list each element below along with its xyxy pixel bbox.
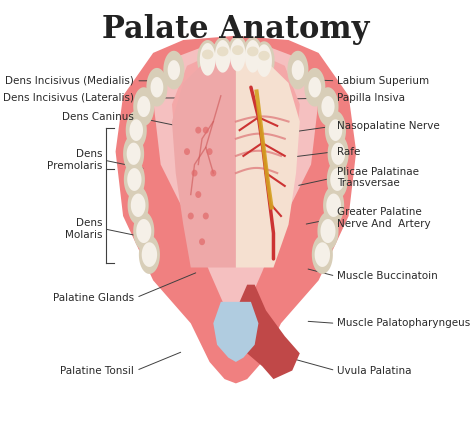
Polygon shape bbox=[151, 77, 164, 98]
Polygon shape bbox=[127, 168, 142, 191]
Text: Papilla Insiva: Papilla Insiva bbox=[337, 93, 405, 103]
Text: Dens Incisivus (Lateralis): Dens Incisivus (Lateralis) bbox=[3, 93, 134, 103]
Polygon shape bbox=[172, 57, 236, 267]
Polygon shape bbox=[184, 148, 190, 155]
Polygon shape bbox=[329, 119, 342, 141]
Polygon shape bbox=[328, 134, 349, 173]
Polygon shape bbox=[207, 148, 212, 155]
Polygon shape bbox=[203, 213, 209, 219]
Polygon shape bbox=[227, 36, 248, 74]
Text: Rafe: Rafe bbox=[337, 146, 361, 157]
Polygon shape bbox=[153, 44, 319, 332]
Text: Palatine Glands: Palatine Glands bbox=[53, 292, 134, 302]
Polygon shape bbox=[236, 285, 300, 379]
Text: Greater Palatine
Nerve And  Artery: Greater Palatine Nerve And Artery bbox=[337, 207, 431, 229]
Text: Palate Anatomy: Palate Anatomy bbox=[102, 14, 370, 45]
Polygon shape bbox=[213, 302, 258, 362]
Polygon shape bbox=[320, 219, 336, 243]
Polygon shape bbox=[212, 37, 233, 76]
Polygon shape bbox=[136, 219, 151, 243]
Polygon shape bbox=[236, 57, 300, 267]
Polygon shape bbox=[146, 68, 167, 107]
Polygon shape bbox=[133, 212, 155, 250]
Polygon shape bbox=[215, 40, 230, 73]
Polygon shape bbox=[202, 50, 213, 59]
Polygon shape bbox=[292, 60, 304, 80]
Polygon shape bbox=[199, 238, 205, 245]
Polygon shape bbox=[116, 36, 356, 383]
Polygon shape bbox=[131, 194, 146, 217]
Polygon shape bbox=[256, 44, 272, 77]
Polygon shape bbox=[318, 212, 338, 250]
Polygon shape bbox=[195, 127, 201, 133]
Text: Dens Caninus: Dens Caninus bbox=[63, 112, 134, 122]
Polygon shape bbox=[242, 37, 264, 76]
Polygon shape bbox=[287, 51, 309, 89]
Text: Muscle Buccinatoin: Muscle Buccinatoin bbox=[337, 271, 438, 281]
Polygon shape bbox=[232, 45, 244, 55]
Polygon shape bbox=[210, 170, 216, 177]
Polygon shape bbox=[188, 213, 194, 219]
Text: Plicae Palatinae
Transversae: Plicae Palatinae Transversae bbox=[337, 167, 419, 188]
Polygon shape bbox=[217, 47, 228, 56]
Polygon shape bbox=[127, 143, 141, 165]
Text: Nasopalatine Nerve: Nasopalatine Nerve bbox=[337, 121, 440, 131]
Polygon shape bbox=[197, 40, 218, 79]
Polygon shape bbox=[133, 87, 155, 126]
Text: Dens
Premolaris: Dens Premolaris bbox=[47, 149, 102, 171]
Polygon shape bbox=[142, 242, 157, 267]
Polygon shape bbox=[254, 41, 274, 80]
Text: Muscle Palatopharyngeus: Muscle Palatopharyngeus bbox=[337, 318, 471, 328]
Polygon shape bbox=[195, 191, 201, 198]
Polygon shape bbox=[323, 186, 344, 225]
Text: Uvula Palatina: Uvula Palatina bbox=[337, 365, 412, 375]
Polygon shape bbox=[304, 68, 325, 107]
Text: Dens Incisivus (Medialis): Dens Incisivus (Medialis) bbox=[6, 76, 134, 86]
Polygon shape bbox=[203, 127, 209, 133]
Text: Palatine Tonsil: Palatine Tonsil bbox=[61, 365, 134, 375]
Polygon shape bbox=[172, 53, 300, 259]
Polygon shape bbox=[247, 47, 258, 56]
Polygon shape bbox=[331, 143, 345, 165]
Polygon shape bbox=[330, 168, 345, 191]
Polygon shape bbox=[245, 40, 261, 73]
Polygon shape bbox=[137, 96, 150, 117]
Polygon shape bbox=[230, 39, 246, 71]
Polygon shape bbox=[327, 160, 348, 199]
Text: Labium Superium: Labium Superium bbox=[337, 76, 429, 86]
Polygon shape bbox=[168, 60, 180, 80]
Polygon shape bbox=[309, 77, 321, 98]
Polygon shape bbox=[139, 235, 160, 274]
Polygon shape bbox=[318, 87, 338, 126]
Text: Dens
Molaris: Dens Molaris bbox=[65, 218, 102, 240]
Polygon shape bbox=[128, 186, 149, 225]
Polygon shape bbox=[315, 242, 330, 267]
Polygon shape bbox=[124, 160, 145, 199]
Polygon shape bbox=[325, 111, 346, 149]
Polygon shape bbox=[200, 43, 216, 76]
Polygon shape bbox=[258, 51, 270, 60]
Polygon shape bbox=[123, 134, 144, 173]
Polygon shape bbox=[129, 119, 143, 141]
Polygon shape bbox=[164, 51, 184, 89]
Polygon shape bbox=[191, 170, 198, 177]
Polygon shape bbox=[126, 111, 147, 149]
Polygon shape bbox=[312, 235, 333, 274]
Polygon shape bbox=[326, 194, 341, 217]
Polygon shape bbox=[321, 96, 335, 117]
